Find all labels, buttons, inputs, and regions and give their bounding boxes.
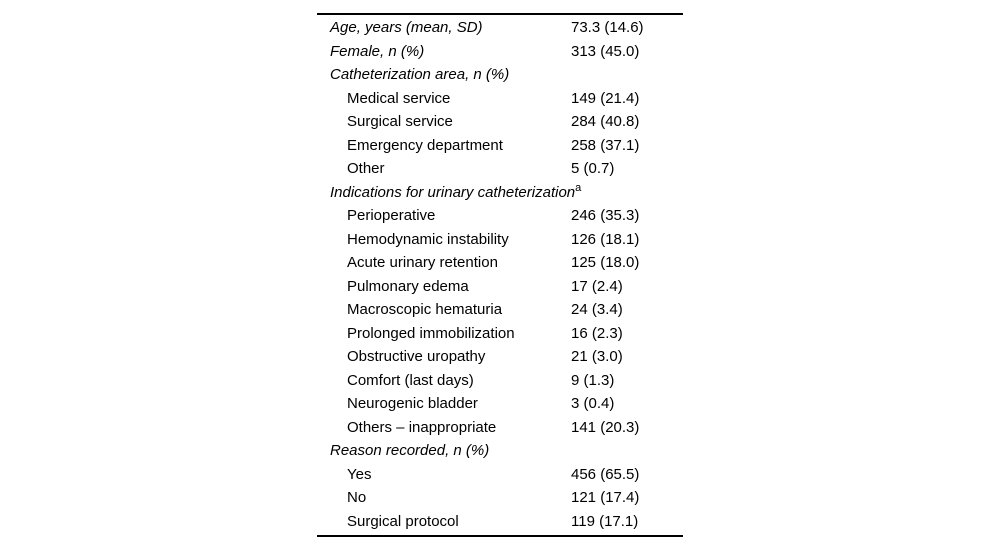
- row-value: 456 (65.5): [571, 465, 640, 483]
- row-label: Comfort (last days): [347, 371, 474, 389]
- row-label: No: [347, 489, 367, 506]
- row-value: 121 (17.4): [571, 489, 640, 506]
- table-row: Macroscopic hematuria 24 (3.4): [317, 298, 683, 322]
- row-label: Neurogenic bladder: [347, 395, 478, 412]
- row-value: 16 (2.3): [571, 324, 623, 342]
- row-label: Medical service: [347, 89, 451, 107]
- row-label: Pulmonary edema: [347, 277, 469, 295]
- table-row: Comfort (last days) 9 (1.3): [317, 369, 683, 393]
- table-row: Prolonged immobilization 16 (2.3): [317, 322, 683, 346]
- table-row: Catheterization area, n (%): [317, 63, 683, 87]
- table-row: Other 5 (0.7): [317, 157, 683, 181]
- table-row: Hemodynamic instability 126 (18.1): [317, 228, 683, 252]
- row-label: Surgical service: [347, 113, 453, 130]
- row-value: 73.3 (14.6): [571, 19, 644, 36]
- row-value: 126 (18.1): [571, 230, 640, 248]
- table-row: Indications for urinary catheterizationa: [317, 181, 683, 205]
- characteristics-table: Age, years (mean, SD) 73.3 (14.6) Female, …: [317, 13, 683, 537]
- footnote-marker: a: [575, 181, 582, 194]
- row-label: Obstructive uropathy: [347, 348, 486, 365]
- row-value: 5 (0.7): [571, 160, 615, 177]
- row-value: 258 (37.1): [571, 136, 640, 154]
- row-label: Catheterization area, n (%): [330, 66, 510, 83]
- row-value: 141 (20.3): [571, 418, 640, 436]
- row-value: 246 (35.3): [571, 207, 640, 224]
- row-label: Hemodynamic instability: [347, 230, 509, 248]
- row-label: Age, years (mean, SD): [330, 19, 483, 36]
- row-label: Perioperative: [347, 207, 436, 224]
- row-label: Female, n (%): [330, 42, 425, 60]
- row-label: Emergency department: [347, 136, 503, 154]
- table-row: Neurogenic bladder 3 (0.4): [317, 392, 683, 416]
- table-row: Obstructive uropathy 21 (3.0): [317, 345, 683, 369]
- row-value: 149 (21.4): [571, 89, 640, 107]
- row-label: Others – inappropriate: [347, 418, 497, 436]
- table-row: Female, n (%) 313 (45.0): [317, 40, 683, 64]
- row-label: Reason recorded, n (%): [330, 442, 490, 459]
- row-value: 284 (40.8): [571, 113, 640, 130]
- row-label: Yes: [347, 465, 372, 483]
- row-value: 21 (3.0): [571, 348, 623, 365]
- row-label: Indications for urinary catheterizationa: [330, 181, 582, 201]
- table-row: Age, years (mean, SD) 73.3 (14.6): [317, 16, 683, 40]
- table-row: Perioperative 246 (35.3): [317, 204, 683, 228]
- table-row: Others – inappropriate 141 (20.3): [317, 416, 683, 440]
- row-label: Prolonged immobilization: [347, 324, 515, 342]
- table-row: Medical service 149 (21.4): [317, 87, 683, 111]
- table-row: Yes 456 (65.5): [317, 463, 683, 487]
- table-row: Surgical protocol 119 (17.1): [317, 510, 683, 534]
- table-body: Age, years (mean, SD) 73.3 (14.6) Female, …: [317, 16, 683, 533]
- row-value: 3 (0.4): [571, 395, 615, 412]
- table-row: Pulmonary edema 17 (2.4): [317, 275, 683, 299]
- row-value: 24 (3.4): [571, 301, 623, 318]
- row-label: Macroscopic hematuria: [347, 301, 503, 318]
- table-row: Surgical service 284 (40.8): [317, 110, 683, 134]
- row-label: Acute urinary retention: [347, 254, 498, 271]
- row-value: 17 (2.4): [571, 277, 623, 295]
- row-label: Other: [347, 160, 385, 177]
- row-label: Surgical protocol: [347, 512, 459, 530]
- table-row: Acute urinary retention 125 (18.0): [317, 251, 683, 275]
- row-value: 9 (1.3): [571, 371, 615, 389]
- table-row: Reason recorded, n (%): [317, 439, 683, 463]
- row-value: 119 (17.1): [571, 512, 639, 530]
- table-row: No 121 (17.4): [317, 486, 683, 510]
- table-row: Emergency department 258 (37.1): [317, 134, 683, 158]
- row-value: 313 (45.0): [571, 42, 640, 60]
- row-value: 125 (18.0): [571, 254, 640, 271]
